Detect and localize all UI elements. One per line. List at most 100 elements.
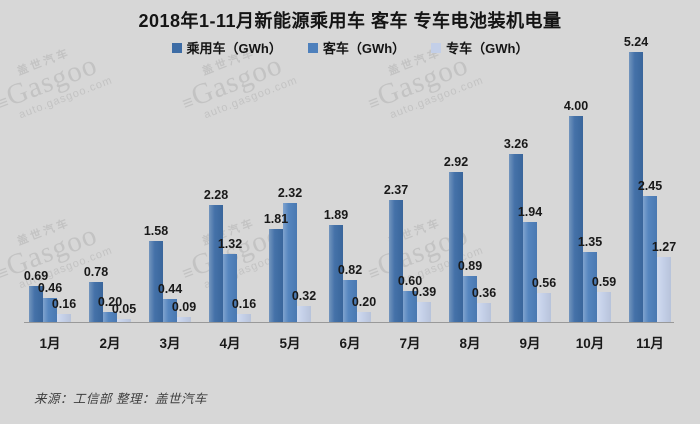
value-label-special-vehicle: 0.20 [351, 295, 377, 309]
x-axis-label: 11月 [636, 336, 664, 351]
bar-group: 1.89 0.82 0.20 [324, 50, 376, 322]
bar-passenger-car [569, 116, 583, 322]
bar-bus [283, 203, 297, 322]
value-label-bus: 0.44 [157, 282, 183, 296]
value-label-passenger-car: 2.92 [443, 155, 469, 169]
value-label-passenger-car: 1.89 [323, 208, 349, 222]
x-axis-label: 7月 [399, 336, 421, 351]
legend-label-passenger-car: 乘用车（GWh） [186, 41, 282, 56]
bar-special-vehicle [657, 257, 671, 322]
value-label-bus: 1.32 [217, 237, 243, 251]
bar-passenger-car [329, 225, 343, 322]
bar-special-vehicle [177, 317, 191, 322]
x-axis-label: 10月 [575, 336, 605, 351]
x-axis-label: 5月 [279, 336, 301, 351]
value-label-special-vehicle: 0.16 [231, 297, 257, 311]
bar-group: 2.37 0.60 0.39 [384, 50, 436, 322]
bar-passenger-car [29, 286, 43, 322]
source-note: 来源：工信部 整理：盖世汽车 [34, 392, 207, 406]
bar-bus [403, 291, 417, 322]
bar-bus [43, 298, 57, 322]
bar-passenger-car [269, 229, 283, 322]
legend-label-special-vehicle: 专车（GWh） [446, 41, 529, 56]
value-label-special-vehicle: 0.16 [51, 297, 77, 311]
value-label-special-vehicle: 0.56 [531, 276, 557, 290]
bar-bus [643, 196, 657, 322]
bar-bus [163, 299, 177, 322]
x-axis-label: 4月 [219, 336, 241, 351]
gasgoo-lines-icon: ≡ [0, 261, 13, 285]
value-label-passenger-car: 1.81 [263, 212, 289, 226]
bar-special-vehicle [417, 302, 431, 322]
x-axis-label: 3月 [159, 336, 181, 351]
legend-item-special-vehicle: 专车（GWh） [431, 38, 528, 57]
legend-label-bus: 客车（GWh） [322, 41, 406, 56]
bar-group: 4.00 1.35 0.59 [564, 50, 616, 322]
value-label-bus: 0.89 [457, 259, 483, 273]
bar-passenger-car [449, 172, 463, 322]
value-label-bus: 2.32 [277, 186, 303, 200]
value-label-bus: 0.60 [397, 274, 423, 288]
value-label-special-vehicle: 0.59 [591, 275, 617, 289]
value-label-bus: 1.35 [577, 235, 603, 249]
bar-special-vehicle [357, 312, 371, 322]
bar-passenger-car [209, 205, 223, 322]
plot-area: 0.69 0.46 0.16 0.78 0.20 0.05 1.58 0.44 0.09 2.28… [24, 35, 676, 323]
value-label-bus: 0.20 [97, 295, 123, 309]
x-axis-label: 2月 [99, 336, 121, 351]
x-axis-label: 8月 [459, 336, 481, 351]
bar-passenger-car [629, 52, 643, 322]
value-label-special-vehicle: 0.36 [471, 286, 497, 300]
value-label-passenger-car: 0.69 [23, 269, 49, 283]
value-label-bus: 2.45 [637, 179, 663, 193]
value-label-passenger-car: 1.58 [143, 224, 169, 238]
x-axis-label: 1月 [39, 336, 61, 351]
bar-group: 2.28 1.32 0.16 [204, 50, 256, 322]
bar-passenger-car [509, 154, 523, 322]
bar-group: 0.69 0.46 0.16 [24, 50, 76, 322]
value-label-special-vehicle: 0.39 [411, 285, 437, 299]
bar-group: 0.78 0.20 0.05 [84, 50, 136, 322]
value-label-passenger-car: 2.28 [203, 188, 229, 202]
bar-group: 3.26 1.94 0.56 [504, 50, 556, 322]
bar-passenger-car [89, 282, 103, 322]
value-label-passenger-car: 3.26 [503, 137, 529, 151]
value-label-passenger-car: 4.00 [563, 99, 589, 113]
value-label-special-vehicle: 0.32 [291, 289, 317, 303]
chart-title: 2018年1-11月新能源乘用车 客车 专车电池装机电量 [138, 11, 562, 31]
bar-bus [103, 312, 117, 322]
legend-swatch-passenger-car [171, 42, 182, 53]
value-label-special-vehicle: 1.27 [651, 240, 677, 254]
x-axis-label: 9月 [519, 336, 541, 351]
bar-passenger-car [389, 200, 403, 322]
bar-bus [223, 254, 237, 322]
legend-swatch-bus [307, 42, 318, 53]
bar-group: 2.92 0.89 0.36 [444, 50, 496, 322]
bar-group: 1.81 2.32 0.32 [264, 50, 316, 322]
value-label-passenger-car: 2.37 [383, 183, 409, 197]
bar-passenger-car [149, 241, 163, 322]
bar-bus [343, 280, 357, 322]
bar-bus [523, 222, 537, 322]
value-label-special-vehicle: 0.05 [111, 302, 137, 316]
value-label-special-vehicle: 0.09 [171, 300, 197, 314]
bar-special-vehicle [597, 292, 611, 322]
bar-group: 5.24 2.45 1.27 [624, 35, 676, 322]
value-label-bus: 0.82 [337, 263, 363, 277]
bar-group: 1.58 0.44 0.09 [144, 50, 196, 322]
value-label-passenger-car: 0.78 [83, 265, 109, 279]
legend-swatch-special-vehicle [431, 42, 442, 53]
bar-bus [463, 276, 477, 322]
bar-special-vehicle [297, 306, 311, 322]
bar-special-vehicle [477, 303, 491, 322]
bar-special-vehicle [57, 314, 71, 322]
value-label-bus: 1.94 [517, 205, 543, 219]
legend-item-passenger-car: 乘用车（GWh） [171, 38, 282, 57]
gasgoo-lines-icon: ≡ [0, 91, 13, 115]
legend: 乘用车（GWh） 客车（GWh） 专车（GWh） [0, 38, 700, 57]
x-axis-label: 6月 [339, 336, 361, 351]
value-label-passenger-car: 5.24 [623, 35, 649, 49]
legend-item-bus: 客车（GWh） [307, 38, 406, 57]
bar-bus [583, 252, 597, 322]
